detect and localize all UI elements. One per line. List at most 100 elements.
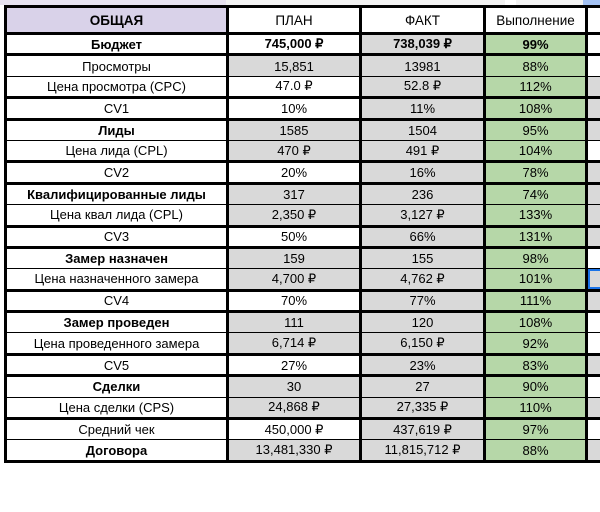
fact-cell[interactable]: 52.8 ₽ [359, 76, 486, 100]
completion-cell[interactable]: 133% [483, 204, 588, 228]
completion-cell[interactable]: 112% [483, 76, 588, 100]
plan-cell[interactable]: 111 [226, 311, 362, 334]
partial-cell[interactable] [585, 375, 600, 398]
plan-cell[interactable]: 6,714 ₽ [226, 332, 362, 356]
completion-cell[interactable]: 88% [483, 54, 588, 77]
partial-cell[interactable] [585, 354, 600, 378]
completion-cell[interactable]: 95% [483, 119, 588, 141]
metric-cell[interactable]: Просмотры [4, 54, 229, 77]
fact-cell[interactable]: 27,335 ₽ [359, 397, 486, 421]
completion-cell[interactable]: 78% [483, 161, 588, 185]
metric-cell[interactable]: Замер проведен [4, 311, 229, 334]
partial-cell[interactable] [585, 311, 600, 334]
metric-cell[interactable]: CV3 [4, 226, 229, 249]
metric-cell[interactable]: Цена просмотра (CPC) [4, 76, 229, 100]
completion-cell[interactable]: 98% [483, 247, 588, 270]
header-cell-partial[interactable] [585, 5, 600, 35]
header-cell-plan[interactable]: ПЛАН [226, 5, 362, 35]
partial-cell[interactable] [585, 397, 600, 421]
plan-cell[interactable]: 10% [226, 97, 362, 121]
partial-cell[interactable] [585, 54, 600, 77]
metric-cell[interactable]: Сделки [4, 375, 229, 398]
header-cell-completion[interactable]: Выполнение [483, 5, 588, 35]
selected-cell[interactable] [585, 268, 600, 292]
completion-cell[interactable]: 101% [483, 268, 588, 292]
metric-cell[interactable]: Договора [4, 439, 229, 463]
completion-cell[interactable]: 97% [483, 418, 588, 441]
fact-cell[interactable]: 738,039 ₽ [359, 33, 486, 57]
completion-cell[interactable]: 110% [483, 397, 588, 421]
header-cell-fact[interactable]: ФАКТ [359, 5, 486, 35]
fact-cell[interactable]: 437,619 ₽ [359, 418, 486, 441]
metric-cell[interactable]: Цена назначенного замера [4, 268, 229, 292]
partial-cell[interactable] [585, 332, 600, 356]
completion-cell[interactable]: 83% [483, 354, 588, 378]
plan-cell[interactable]: 47.0 ₽ [226, 76, 362, 100]
fact-cell[interactable]: 1504 [359, 119, 486, 141]
partial-cell[interactable] [585, 97, 600, 121]
fact-cell[interactable]: 3,127 ₽ [359, 204, 486, 228]
partial-cell[interactable] [585, 226, 600, 249]
fact-cell[interactable]: 16% [359, 161, 486, 185]
metric-cell[interactable]: Цена квал лида (CPL) [4, 204, 229, 228]
partial-cell[interactable] [585, 161, 600, 185]
partial-cell[interactable] [585, 439, 600, 463]
completion-cell[interactable]: 131% [483, 226, 588, 249]
completion-cell[interactable]: 92% [483, 332, 588, 356]
fact-cell[interactable]: 77% [359, 290, 486, 314]
plan-cell[interactable]: 159 [226, 247, 362, 270]
completion-cell[interactable]: 74% [483, 183, 588, 206]
fact-cell[interactable]: 27 [359, 375, 486, 398]
partial-cell[interactable] [585, 183, 600, 206]
plan-cell[interactable]: 450,000 ₽ [226, 418, 362, 441]
partial-cell[interactable] [585, 76, 600, 100]
fact-cell[interactable]: 120 [359, 311, 486, 334]
partial-cell[interactable] [585, 119, 600, 141]
fact-cell[interactable]: 11,815,712 ₽ [359, 439, 486, 463]
metric-cell[interactable]: Средний чек [4, 418, 229, 441]
metric-cell[interactable]: Цена лида (CPL) [4, 140, 229, 164]
plan-cell[interactable]: 50% [226, 226, 362, 249]
plan-cell[interactable]: 30 [226, 375, 362, 398]
metric-cell[interactable]: CV1 [4, 97, 229, 121]
fact-cell[interactable]: 236 [359, 183, 486, 206]
fact-cell[interactable]: 23% [359, 354, 486, 378]
plan-cell[interactable]: 4,700 ₽ [226, 268, 362, 292]
completion-cell[interactable]: 90% [483, 375, 588, 398]
fact-cell[interactable]: 6,150 ₽ [359, 332, 486, 356]
fact-cell[interactable]: 13981 [359, 54, 486, 77]
fact-cell[interactable]: 4,762 ₽ [359, 268, 486, 292]
completion-cell[interactable]: 88% [483, 439, 588, 463]
metric-cell[interactable]: Квалифицированные лиды [4, 183, 229, 206]
metric-cell[interactable]: CV5 [4, 354, 229, 378]
fact-cell[interactable]: 11% [359, 97, 486, 121]
metric-cell[interactable]: Цена проведенного замера [4, 332, 229, 356]
completion-cell[interactable]: 108% [483, 311, 588, 334]
completion-cell[interactable]: 99% [483, 33, 588, 57]
plan-cell[interactable]: 20% [226, 161, 362, 185]
partial-cell[interactable] [585, 204, 600, 228]
plan-cell[interactable]: 470 ₽ [226, 140, 362, 164]
plan-cell[interactable]: 2,350 ₽ [226, 204, 362, 228]
plan-cell[interactable]: 1585 [226, 119, 362, 141]
fact-cell[interactable]: 155 [359, 247, 486, 270]
partial-cell[interactable] [585, 290, 600, 314]
plan-cell[interactable]: 70% [226, 290, 362, 314]
plan-cell[interactable]: 745,000 ₽ [226, 33, 362, 57]
plan-cell[interactable]: 13,481,330 ₽ [226, 439, 362, 463]
metric-cell[interactable]: Замер назначен [4, 247, 229, 270]
plan-cell[interactable]: 15,851 [226, 54, 362, 77]
partial-cell[interactable] [585, 140, 600, 164]
completion-cell[interactable]: 104% [483, 140, 588, 164]
partial-cell[interactable] [585, 33, 600, 57]
metric-cell[interactable]: CV2 [4, 161, 229, 185]
completion-cell[interactable]: 111% [483, 290, 588, 314]
fact-cell[interactable]: 66% [359, 226, 486, 249]
metric-cell[interactable]: Цена сделки (CPS) [4, 397, 229, 421]
partial-cell[interactable] [585, 247, 600, 270]
metric-cell[interactable]: Лиды [4, 119, 229, 141]
partial-cell[interactable] [585, 418, 600, 441]
plan-cell[interactable]: 27% [226, 354, 362, 378]
metric-cell[interactable]: CV4 [4, 290, 229, 314]
header-cell-metric[interactable]: ОБЩАЯ [4, 5, 229, 35]
